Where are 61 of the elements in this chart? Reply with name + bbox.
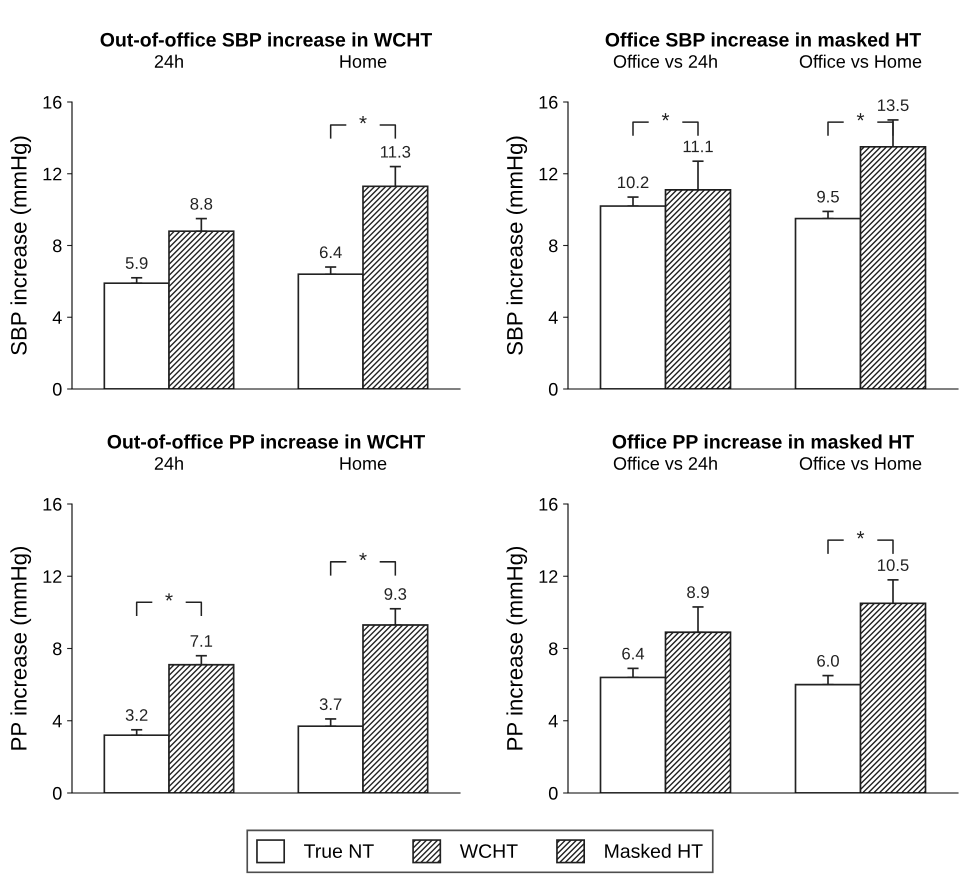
- y-axis-title: SBP increase (mmHg): [506, 136, 528, 355]
- y-tick-label: 12: [44, 570, 62, 583]
- chart-title: Out-of-office SBP increase in WCHT: [100, 32, 432, 47]
- data-label: 6.4: [320, 246, 342, 258]
- y-tick-label: 8: [549, 239, 558, 252]
- data-label: 8.9: [687, 586, 709, 598]
- y-tick-label: 4: [548, 714, 558, 728]
- x-tick-label: 24h: [154, 54, 183, 68]
- y-tick-label: 8: [53, 239, 62, 252]
- annotation: *: [662, 113, 670, 120]
- x-tick-label: Office vs Home: [800, 456, 922, 470]
- y-tick-label: 16: [540, 96, 558, 109]
- chart-title: Office PP increase in masked HT: [612, 434, 914, 449]
- x-tick-label: Office vs 24h: [614, 456, 717, 470]
- y-tick-label: 16: [540, 498, 558, 511]
- y-axis-title: PP increase (mmHg): [10, 546, 32, 750]
- chart-title: Out-of-office PP increase in WCHT: [108, 434, 425, 449]
- data-label: 9.3: [384, 588, 406, 600]
- data-label: 10.5: [878, 559, 909, 572]
- data-label: 3.2: [126, 709, 148, 721]
- y-tick-label: 0: [548, 786, 558, 800]
- annotation: *: [165, 593, 173, 601]
- y-tick-label: 16: [44, 96, 62, 109]
- annotation: *: [359, 552, 367, 560]
- y-tick-label: 0: [548, 382, 558, 396]
- data-label: 3.7: [320, 698, 342, 710]
- data-label: 8.8: [190, 198, 212, 210]
- data-label: 11.3: [381, 146, 410, 158]
- y-tick-label: 4: [548, 311, 558, 324]
- y-tick-label: 8: [53, 642, 62, 656]
- legend-label: Masked HT: [605, 844, 703, 858]
- data-label: 6.4: [622, 648, 644, 660]
- x-tick-label: 24h: [154, 456, 183, 470]
- data-label: 13.5: [878, 99, 909, 112]
- x-tick-label: Home: [340, 457, 386, 470]
- x-tick-label: Home: [340, 55, 386, 68]
- x-tick-label: Office vs 24h: [614, 54, 717, 68]
- data-label: 10.2: [618, 176, 648, 188]
- legend-label: True NT: [304, 844, 374, 858]
- y-axis-title: SBP increase (mmHg): [10, 136, 32, 355]
- annotation: *: [856, 113, 864, 120]
- data-label: 6.0: [817, 654, 839, 667]
- y-tick-label: 16: [44, 498, 62, 511]
- x-tick-label: Office vs Home: [800, 54, 922, 68]
- legend-label: WCHT: [460, 844, 518, 858]
- annotation: *: [856, 531, 864, 538]
- data-label: 9.5: [817, 190, 839, 203]
- y-tick-label: 4: [52, 714, 62, 728]
- y-axis-title: PP increase (mmHg): [506, 546, 528, 750]
- y-tick-label: 12: [44, 168, 62, 180]
- y-tick-label: 12: [540, 570, 558, 583]
- y-tick-label: 8: [549, 642, 558, 656]
- data-label: 5.9: [126, 257, 148, 269]
- data-label: 11.1: [684, 140, 713, 152]
- y-tick-label: 12: [540, 168, 558, 180]
- y-tick-label: 0: [52, 382, 62, 396]
- y-tick-label: 0: [52, 786, 62, 800]
- data-label: 7.1: [190, 635, 212, 647]
- chart-title: Office SBP increase in masked HT: [606, 32, 921, 47]
- annotation: *: [359, 116, 367, 124]
- y-tick-label: 4: [52, 311, 62, 324]
